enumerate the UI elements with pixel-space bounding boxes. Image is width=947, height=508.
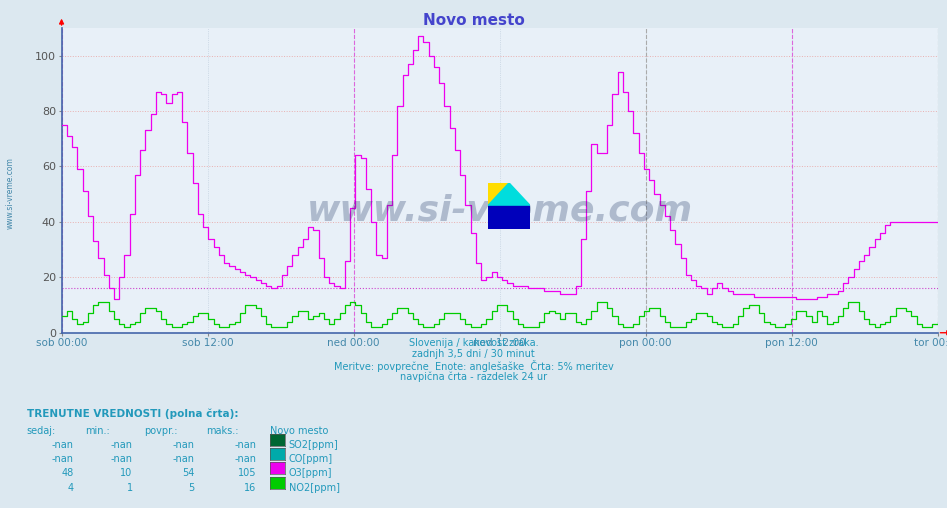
Text: NO2[ppm]: NO2[ppm] — [289, 483, 340, 493]
Text: -nan: -nan — [172, 440, 194, 450]
Text: 4: 4 — [68, 483, 74, 493]
Text: -nan: -nan — [52, 454, 74, 464]
Text: navpična črta - razdelek 24 ur: navpična črta - razdelek 24 ur — [400, 371, 547, 382]
Text: 10: 10 — [120, 468, 133, 479]
Text: www.si-vreme.com: www.si-vreme.com — [6, 157, 15, 229]
Text: TRENUTNE VREDNOSTI (polna črta):: TRENUTNE VREDNOSTI (polna črta): — [27, 409, 238, 420]
Text: sedaj:: sedaj: — [27, 426, 56, 436]
Text: SO2[ppm]: SO2[ppm] — [289, 440, 339, 450]
Text: Novo mesto: Novo mesto — [270, 426, 329, 436]
Text: O3[ppm]: O3[ppm] — [289, 468, 332, 479]
Text: povpr.:: povpr.: — [144, 426, 177, 436]
Text: -nan: -nan — [172, 454, 194, 464]
Text: min.:: min.: — [85, 426, 110, 436]
Text: 1: 1 — [127, 483, 133, 493]
Text: 5: 5 — [188, 483, 194, 493]
Text: -nan: -nan — [111, 454, 133, 464]
Text: -nan: -nan — [111, 440, 133, 450]
Text: 16: 16 — [244, 483, 257, 493]
Polygon shape — [488, 183, 509, 206]
Text: -nan: -nan — [52, 440, 74, 450]
Text: maks.:: maks.: — [206, 426, 239, 436]
Text: -nan: -nan — [235, 440, 257, 450]
Text: 54: 54 — [182, 468, 194, 479]
Text: 105: 105 — [238, 468, 257, 479]
Text: Novo mesto: Novo mesto — [422, 13, 525, 28]
Text: Meritve: povprečne  Enote: anglešaške  Črta: 5% meritev: Meritve: povprečne Enote: anglešaške Črt… — [333, 360, 614, 372]
Text: www.si-vreme.com: www.si-vreme.com — [307, 194, 692, 228]
Text: CO[ppm]: CO[ppm] — [289, 454, 333, 464]
Text: -nan: -nan — [235, 454, 257, 464]
Text: Slovenija / kakovost zraka.: Slovenija / kakovost zraka. — [409, 338, 538, 348]
Polygon shape — [488, 183, 530, 206]
Polygon shape — [488, 206, 530, 229]
Text: zadnjh 3,5 dni / 30 minut: zadnjh 3,5 dni / 30 minut — [412, 349, 535, 359]
Text: 48: 48 — [62, 468, 74, 479]
